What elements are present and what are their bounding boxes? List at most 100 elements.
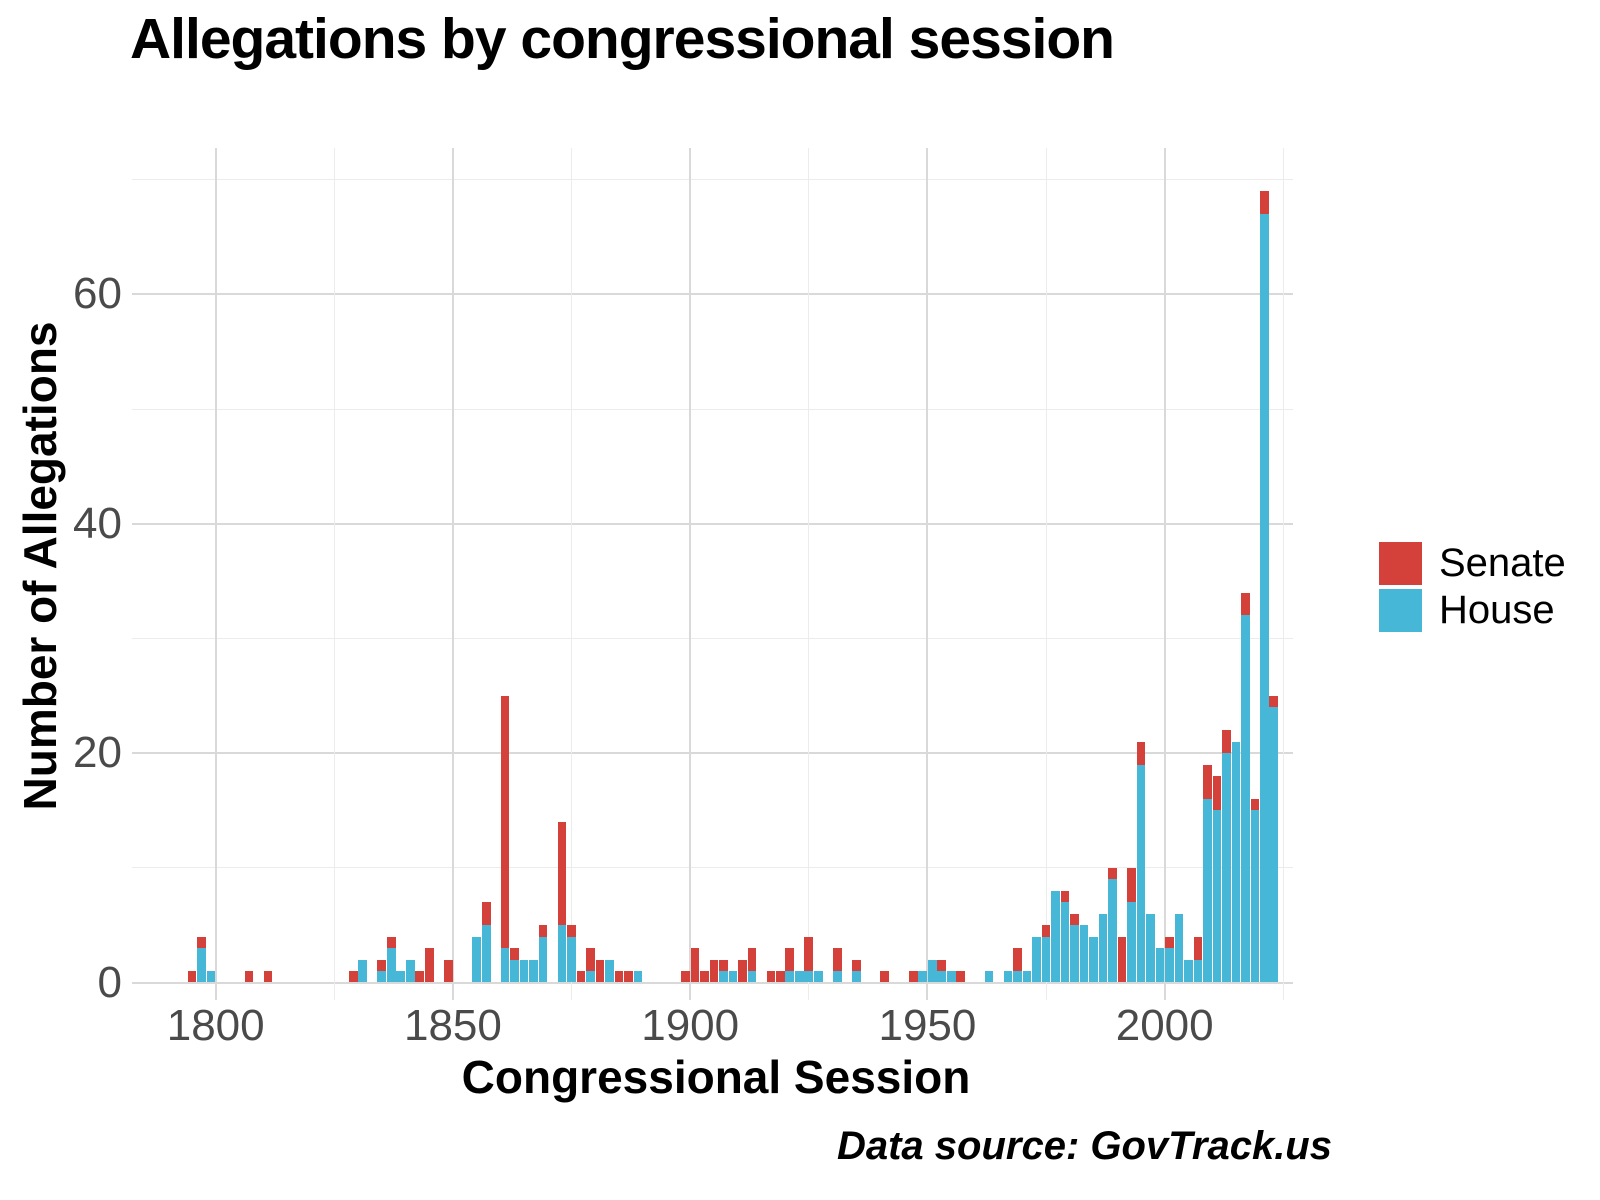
bar-1869-house: [538, 936, 548, 983]
bar-1979-house: [1060, 902, 1070, 983]
x-minor-gridline: [808, 148, 810, 1000]
legend-label-senate: Senate: [1439, 541, 1566, 585]
bar-1987-house: [1098, 913, 1108, 983]
bar-1883-house: [605, 959, 614, 983]
bar-1913-senate: [747, 948, 757, 972]
x-minor-gridline: [571, 148, 573, 1000]
bar-2019-senate: [1250, 798, 1260, 811]
bar-1979-senate: [1060, 890, 1070, 903]
bar-1873-senate: [557, 821, 567, 926]
bar-1879-senate: [586, 948, 595, 972]
x-minor-gridline: [1282, 148, 1284, 1000]
x-tick-label: 1950: [878, 1001, 977, 1050]
legend-label-house: House: [1439, 588, 1555, 632]
y-minor-gridline: [132, 867, 1293, 869]
bar-1831-house: [358, 959, 368, 983]
x-major-gridline: [1163, 148, 1166, 1000]
bar-1999-house: [1155, 948, 1165, 983]
bar-1909-house: [728, 971, 738, 983]
senate-color-swatch: [1379, 542, 1422, 585]
bar-2021-senate: [1259, 191, 1269, 214]
x-tick-label: 1800: [166, 1001, 265, 1050]
x-major-gridline: [214, 148, 217, 1000]
x-tick-label: 1900: [641, 1001, 740, 1050]
bar-1975-senate: [1041, 925, 1051, 937]
bar-1953-house: [937, 971, 947, 983]
bar-2007-senate: [1193, 936, 1203, 960]
bar-1849-senate: [443, 959, 453, 983]
bar-1869-senate: [538, 925, 548, 937]
bar-2001-senate: [1165, 936, 1174, 949]
bar-1837-senate: [386, 936, 396, 949]
y-major-gridline: [132, 293, 1293, 296]
bar-1981-house: [1070, 925, 1079, 983]
bar-1991-senate: [1117, 936, 1127, 983]
bar-1861-house: [500, 948, 510, 983]
bar-2009-house: [1203, 798, 1212, 983]
bar-1953-senate: [937, 959, 947, 972]
bar-1875-senate: [567, 925, 576, 937]
bar-1913-house: [747, 971, 757, 983]
bar-1903-senate: [700, 971, 709, 983]
bar-2015-house: [1231, 741, 1241, 983]
bar-1875-house: [567, 936, 576, 983]
x-tick-label: 2000: [1115, 1001, 1214, 1050]
bar-1911-senate: [738, 959, 747, 983]
bar-2021-house: [1259, 214, 1269, 983]
bar-1861-senate: [500, 695, 510, 949]
bar-1971-house: [1022, 971, 1032, 983]
legend-item-house: House: [1379, 589, 1566, 632]
bar-1873-house: [557, 925, 567, 983]
bar-1905-senate: [709, 959, 719, 983]
bar-1977-house: [1051, 890, 1060, 983]
bar-1899-senate: [681, 971, 690, 983]
bar-1925-house: [804, 971, 814, 983]
bar-1931-house: [832, 971, 842, 983]
bar-2003-house: [1174, 913, 1184, 983]
bar-1993-senate: [1127, 867, 1136, 903]
bar-1969-house: [1013, 971, 1022, 983]
bar-1963-house: [984, 971, 994, 983]
bar-1955-house: [946, 971, 956, 983]
x-minor-gridline: [333, 148, 335, 1000]
house-color-swatch: [1379, 589, 1422, 632]
bar-1917-senate: [766, 971, 776, 983]
bar-1947-senate: [908, 971, 918, 983]
bar-2007-house: [1193, 959, 1203, 983]
bar-1863-house: [510, 959, 519, 983]
bar-1885-senate: [614, 971, 624, 983]
legend: Senate House: [1379, 542, 1566, 636]
bar-1921-house: [785, 971, 795, 983]
bar-1921-senate: [785, 948, 795, 972]
bar-1855-house: [472, 936, 481, 983]
bar-1989-senate: [1108, 867, 1117, 880]
bar-1995-house: [1136, 764, 1146, 983]
bar-1951-house: [927, 959, 937, 983]
bar-1985-house: [1089, 936, 1098, 983]
bar-2013-senate: [1222, 730, 1231, 754]
data-source-caption: Data source: GovTrack.us: [836, 1124, 1332, 1168]
bar-2023-house: [1269, 707, 1279, 983]
y-minor-gridline: [132, 179, 1293, 181]
bar-1981-senate: [1070, 913, 1079, 926]
bar-1879-house: [586, 971, 595, 983]
bar-1967-house: [1003, 971, 1013, 983]
bar-1935-house: [851, 971, 861, 983]
bar-1797-senate: [197, 936, 206, 949]
bar-1867-house: [529, 959, 538, 983]
bar-1841-house: [405, 959, 415, 983]
bar-1935-senate: [851, 959, 861, 972]
bar-1931-senate: [832, 948, 842, 972]
y-tick-label: 0: [97, 957, 122, 1007]
bar-1993-house: [1127, 902, 1136, 983]
y-tick-label: 60: [73, 269, 122, 319]
bar-1975-house: [1041, 936, 1051, 983]
y-major-gridline: [132, 522, 1293, 525]
bar-2005-house: [1184, 959, 1193, 983]
x-major-gridline: [926, 148, 929, 1000]
bar-1797-house: [197, 948, 206, 983]
bar-1887-senate: [624, 971, 633, 983]
y-major-gridline: [132, 752, 1293, 755]
bar-2017-senate: [1241, 592, 1250, 616]
bar-2011-house: [1212, 810, 1222, 983]
